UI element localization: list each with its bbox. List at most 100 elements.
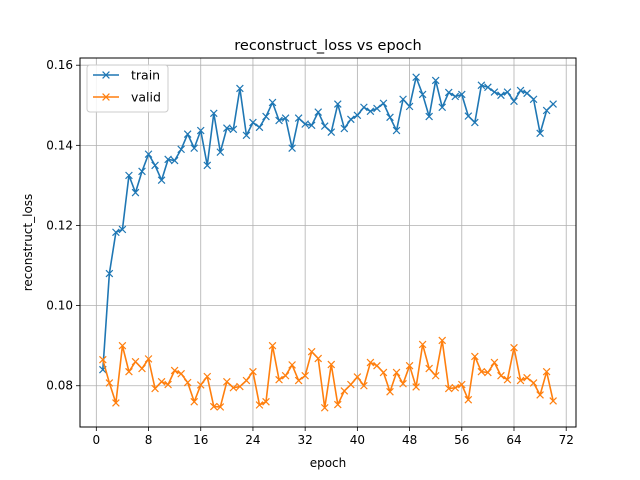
data-point-valid <box>366 358 375 367</box>
data-point-train <box>490 88 499 96</box>
data-point-train <box>138 167 146 176</box>
data-point-valid <box>418 340 427 349</box>
data-point-valid <box>144 355 153 363</box>
x-tick-label: 0 <box>92 433 100 447</box>
y-tick-label: 0.16 <box>46 58 73 72</box>
data-point-valid <box>412 383 420 391</box>
data-point-train <box>216 148 225 156</box>
data-point-train <box>484 83 492 92</box>
data-point-train <box>379 99 388 108</box>
data-point-train <box>425 112 433 121</box>
data-point-train <box>549 100 557 108</box>
data-point-train <box>294 114 303 122</box>
data-point-valid <box>151 384 159 393</box>
data-point-train <box>223 124 231 132</box>
data-point-valid <box>177 369 185 378</box>
data-point-valid <box>477 367 486 376</box>
data-point-valid <box>399 379 407 388</box>
data-point-valid <box>229 383 238 392</box>
data-point-valid <box>451 383 460 392</box>
data-point-train <box>314 108 323 116</box>
data-point-train <box>497 91 505 100</box>
data-point-train <box>170 156 179 165</box>
data-point-train <box>347 115 355 124</box>
data-point-valid <box>490 358 499 367</box>
data-point-valid <box>444 384 453 393</box>
series-valid <box>99 336 557 412</box>
x-tick-label: 56 <box>454 433 469 447</box>
data-point-valid <box>484 368 492 377</box>
y-tick-label: 0.08 <box>46 379 73 393</box>
data-point-valid <box>268 341 277 350</box>
data-point-valid <box>471 352 479 361</box>
data-point-train <box>262 112 270 121</box>
chart-title: reconstruct_loss vs epoch <box>234 38 421 54</box>
data-point-train <box>164 155 172 164</box>
legend: train valid <box>86 64 169 113</box>
y-tick-label: 0.10 <box>46 299 73 313</box>
data-point-valid <box>510 343 518 352</box>
x-tick-label: 16 <box>193 433 208 447</box>
series-layer <box>99 73 557 412</box>
data-point-valid <box>216 403 225 411</box>
data-point-valid <box>99 355 107 364</box>
x-tick-label: 8 <box>145 433 153 447</box>
data-point-train <box>438 103 447 112</box>
axis-ticks: 0 8 16 24 32 40 48 56 64 72 0.08 0.10 0.12 0.14 0.16 <box>46 58 574 447</box>
data-point-valid <box>536 391 544 399</box>
data-point-valid <box>457 380 466 389</box>
data-point-train <box>373 104 381 113</box>
x-tick-label: 72 <box>559 433 574 447</box>
data-point-train <box>340 124 349 133</box>
data-point-train <box>131 188 140 197</box>
data-point-train <box>360 103 368 112</box>
data-point-train <box>464 112 473 120</box>
data-point-valid <box>255 401 264 409</box>
series-train <box>99 73 557 374</box>
data-point-valid <box>353 373 362 381</box>
data-point-train <box>307 121 316 130</box>
data-point-train <box>209 109 218 118</box>
data-point-train <box>255 123 264 132</box>
data-point-valid <box>236 382 244 391</box>
data-point-valid <box>170 366 179 375</box>
x-tick-label: 48 <box>402 433 417 447</box>
data-point-valid <box>190 397 199 406</box>
data-point-train <box>399 95 407 104</box>
data-point-valid <box>438 336 447 345</box>
data-point-train <box>125 171 133 180</box>
data-point-train <box>392 126 401 135</box>
data-point-valid <box>464 395 473 404</box>
data-point-train <box>157 176 166 185</box>
x-tick-label: 64 <box>506 433 521 447</box>
data-point-valid <box>223 377 231 386</box>
data-point-train <box>353 111 362 120</box>
data-point-train <box>301 120 309 128</box>
data-point-train <box>412 73 420 82</box>
data-point-valid <box>373 361 381 370</box>
data-point-valid <box>549 397 557 405</box>
x-tick-label: 40 <box>350 433 365 447</box>
data-point-train <box>536 129 544 138</box>
data-point-train <box>249 118 257 127</box>
data-point-valid <box>379 368 388 377</box>
x-axis-label: epoch <box>310 456 347 470</box>
data-point-valid <box>360 381 368 390</box>
data-point-valid <box>249 367 257 376</box>
legend-marker-train <box>102 71 110 79</box>
plot-frame <box>79 57 577 428</box>
data-point-train <box>275 116 283 125</box>
data-point-valid <box>288 361 296 369</box>
data-point-valid <box>327 360 336 369</box>
data-point-train <box>190 144 199 152</box>
legend-marker-valid <box>102 93 110 101</box>
data-point-train <box>288 144 296 152</box>
x-tick-label: 32 <box>298 433 313 447</box>
data-point-valid <box>118 341 127 350</box>
data-point-valid <box>340 387 349 395</box>
data-point-valid <box>314 354 323 363</box>
data-point-valid <box>294 376 303 385</box>
data-point-train <box>529 95 538 104</box>
